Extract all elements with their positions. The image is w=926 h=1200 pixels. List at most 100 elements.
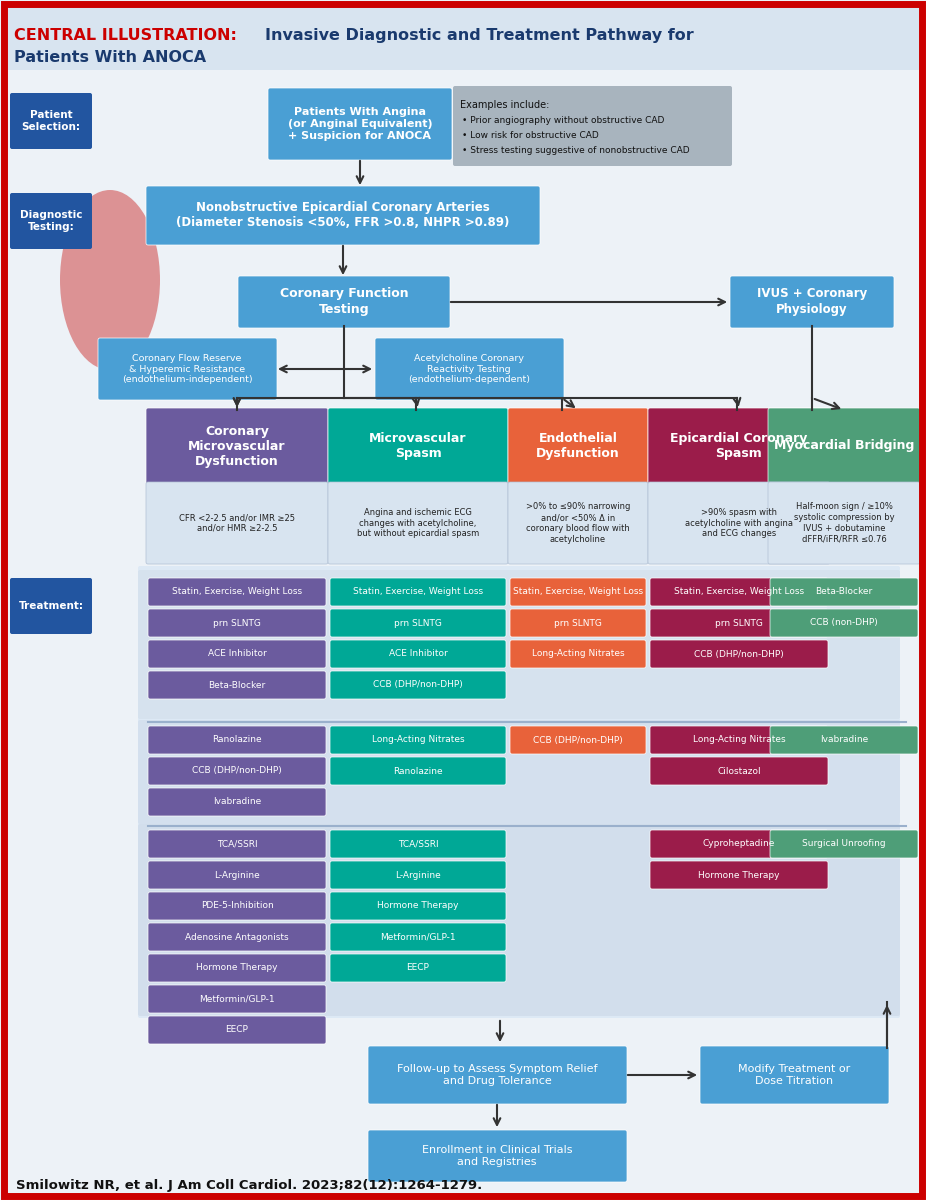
Text: TCA/SSRI: TCA/SSRI <box>397 840 438 848</box>
FancyBboxPatch shape <box>330 608 506 637</box>
Text: Long-Acting Nitrates: Long-Acting Nitrates <box>693 736 785 744</box>
FancyBboxPatch shape <box>146 408 328 484</box>
FancyBboxPatch shape <box>730 276 894 328</box>
FancyBboxPatch shape <box>375 338 564 400</box>
FancyBboxPatch shape <box>508 482 648 564</box>
Text: Patients With Angina
(or Anginal Equivalent)
+ Suspicion for ANOCA: Patients With Angina (or Anginal Equival… <box>288 107 432 142</box>
FancyBboxPatch shape <box>148 757 326 785</box>
FancyBboxPatch shape <box>10 92 92 149</box>
FancyBboxPatch shape <box>330 862 506 889</box>
Ellipse shape <box>60 190 160 370</box>
FancyBboxPatch shape <box>650 640 828 668</box>
Text: EECP: EECP <box>226 1026 248 1034</box>
FancyBboxPatch shape <box>330 954 506 982</box>
FancyBboxPatch shape <box>368 1130 627 1182</box>
Text: Cyproheptadine: Cyproheptadine <box>703 840 775 848</box>
Text: EECP: EECP <box>407 964 430 972</box>
FancyBboxPatch shape <box>770 578 918 606</box>
FancyBboxPatch shape <box>768 408 920 484</box>
FancyBboxPatch shape <box>138 570 900 719</box>
Text: Follow-up to Assess Symptom Relief
and Drug Tolerance: Follow-up to Assess Symptom Relief and D… <box>396 1063 597 1086</box>
FancyBboxPatch shape <box>650 578 828 606</box>
Text: • Low risk for obstructive CAD: • Low risk for obstructive CAD <box>462 131 599 140</box>
FancyBboxPatch shape <box>700 1046 889 1104</box>
Text: Enrollment in Clinical Trials
and Registries: Enrollment in Clinical Trials and Regist… <box>421 1145 572 1168</box>
Text: Hormone Therapy: Hormone Therapy <box>196 964 278 972</box>
FancyBboxPatch shape <box>138 824 900 1016</box>
Text: Coronary Function
Testing: Coronary Function Testing <box>280 288 408 317</box>
FancyBboxPatch shape <box>650 757 828 785</box>
FancyBboxPatch shape <box>148 923 326 950</box>
FancyBboxPatch shape <box>330 757 506 785</box>
FancyBboxPatch shape <box>138 720 900 824</box>
Text: Microvascular
Spasm: Microvascular Spasm <box>369 432 467 460</box>
Text: Statin, Exercise, Weight Loss: Statin, Exercise, Weight Loss <box>674 588 804 596</box>
FancyBboxPatch shape <box>330 830 506 858</box>
FancyBboxPatch shape <box>368 1046 627 1104</box>
Text: CCB (non-DHP): CCB (non-DHP) <box>810 618 878 628</box>
Text: Coronary Flow Reserve
& Hyperemic Resistance
(endothelium-independent): Coronary Flow Reserve & Hyperemic Resist… <box>121 354 252 384</box>
Text: Long-Acting Nitrates: Long-Acting Nitrates <box>532 649 624 659</box>
Text: Coronary
Microvascular
Dysfunction: Coronary Microvascular Dysfunction <box>188 425 286 468</box>
Text: CCB (DHP/non-DHP): CCB (DHP/non-DHP) <box>533 736 623 744</box>
Text: Statin, Exercise, Weight Loss: Statin, Exercise, Weight Loss <box>172 588 302 596</box>
FancyBboxPatch shape <box>138 566 900 1018</box>
FancyBboxPatch shape <box>330 671 506 698</box>
FancyBboxPatch shape <box>148 608 326 637</box>
Text: Angina and ischemic ECG
changes with acetylcholine,
but without epicardial spasm: Angina and ischemic ECG changes with ace… <box>357 508 479 539</box>
FancyBboxPatch shape <box>148 892 326 920</box>
FancyBboxPatch shape <box>146 482 328 564</box>
Text: Statin, Exercise, Weight Loss: Statin, Exercise, Weight Loss <box>353 588 483 596</box>
Text: Half-moon sign / ≥10%
systolic compression by
IVUS + dobutamine
dFFR/iFR/RFR ≤0.: Half-moon sign / ≥10% systolic compressi… <box>794 503 895 544</box>
FancyBboxPatch shape <box>6 6 920 70</box>
FancyBboxPatch shape <box>648 408 830 484</box>
FancyBboxPatch shape <box>148 640 326 668</box>
Text: CFR <2-2.5 and/or IMR ≥25
and/or HMR ≥2-2.5: CFR <2-2.5 and/or IMR ≥25 and/or HMR ≥2-… <box>179 514 295 533</box>
FancyBboxPatch shape <box>650 862 828 889</box>
Text: Ranolazine: Ranolazine <box>212 736 262 744</box>
FancyBboxPatch shape <box>453 86 732 166</box>
FancyBboxPatch shape <box>510 726 646 754</box>
Text: CENTRAL ILLUSTRATION:: CENTRAL ILLUSTRATION: <box>14 28 243 43</box>
Text: Treatment:: Treatment: <box>19 601 83 611</box>
FancyBboxPatch shape <box>648 482 830 564</box>
Text: prn SLNTG: prn SLNTG <box>715 618 763 628</box>
FancyBboxPatch shape <box>148 954 326 982</box>
FancyBboxPatch shape <box>148 578 326 606</box>
Text: ACE Inhibitor: ACE Inhibitor <box>207 649 267 659</box>
Text: Long-Acting Nitrates: Long-Acting Nitrates <box>371 736 464 744</box>
Text: PDE-5-Inhibition: PDE-5-Inhibition <box>201 901 273 911</box>
FancyBboxPatch shape <box>510 640 646 668</box>
FancyBboxPatch shape <box>508 408 648 484</box>
Text: CCB (DHP/non-DHP): CCB (DHP/non-DHP) <box>694 649 784 659</box>
Text: Ranolazine: Ranolazine <box>394 767 443 775</box>
FancyBboxPatch shape <box>268 88 452 160</box>
FancyBboxPatch shape <box>650 726 828 754</box>
Text: prn SLNTG: prn SLNTG <box>213 618 261 628</box>
Text: prn SLNTG: prn SLNTG <box>394 618 442 628</box>
Text: Modify Treatment or
Dose Titration: Modify Treatment or Dose Titration <box>738 1063 850 1086</box>
FancyBboxPatch shape <box>148 985 326 1013</box>
Text: Ivabradine: Ivabradine <box>820 736 869 744</box>
Text: L-Arginine: L-Arginine <box>395 870 441 880</box>
FancyBboxPatch shape <box>148 830 326 858</box>
Text: Acetylcholine Coronary
Reactivity Testing
(endothelium-dependent): Acetylcholine Coronary Reactivity Testin… <box>408 354 530 384</box>
FancyBboxPatch shape <box>148 788 326 816</box>
FancyBboxPatch shape <box>650 608 828 637</box>
Text: Hormone Therapy: Hormone Therapy <box>377 901 458 911</box>
FancyBboxPatch shape <box>330 640 506 668</box>
Text: Endothelial
Dysfunction: Endothelial Dysfunction <box>536 432 619 460</box>
FancyBboxPatch shape <box>770 608 918 637</box>
FancyBboxPatch shape <box>148 1016 326 1044</box>
FancyBboxPatch shape <box>148 671 326 698</box>
FancyBboxPatch shape <box>330 923 506 950</box>
FancyBboxPatch shape <box>146 186 540 245</box>
FancyBboxPatch shape <box>10 578 92 634</box>
Text: Metformin/GLP-1: Metformin/GLP-1 <box>381 932 456 942</box>
Text: >0% to ≤90% narrowing
and/or <50% Δ in
coronary blood flow with
acetylcholine: >0% to ≤90% narrowing and/or <50% Δ in c… <box>526 503 631 544</box>
Text: TCA/SSRI: TCA/SSRI <box>217 840 257 848</box>
FancyBboxPatch shape <box>148 726 326 754</box>
Text: Cilostazol: Cilostazol <box>718 767 761 775</box>
FancyBboxPatch shape <box>98 338 277 400</box>
FancyBboxPatch shape <box>328 408 508 484</box>
